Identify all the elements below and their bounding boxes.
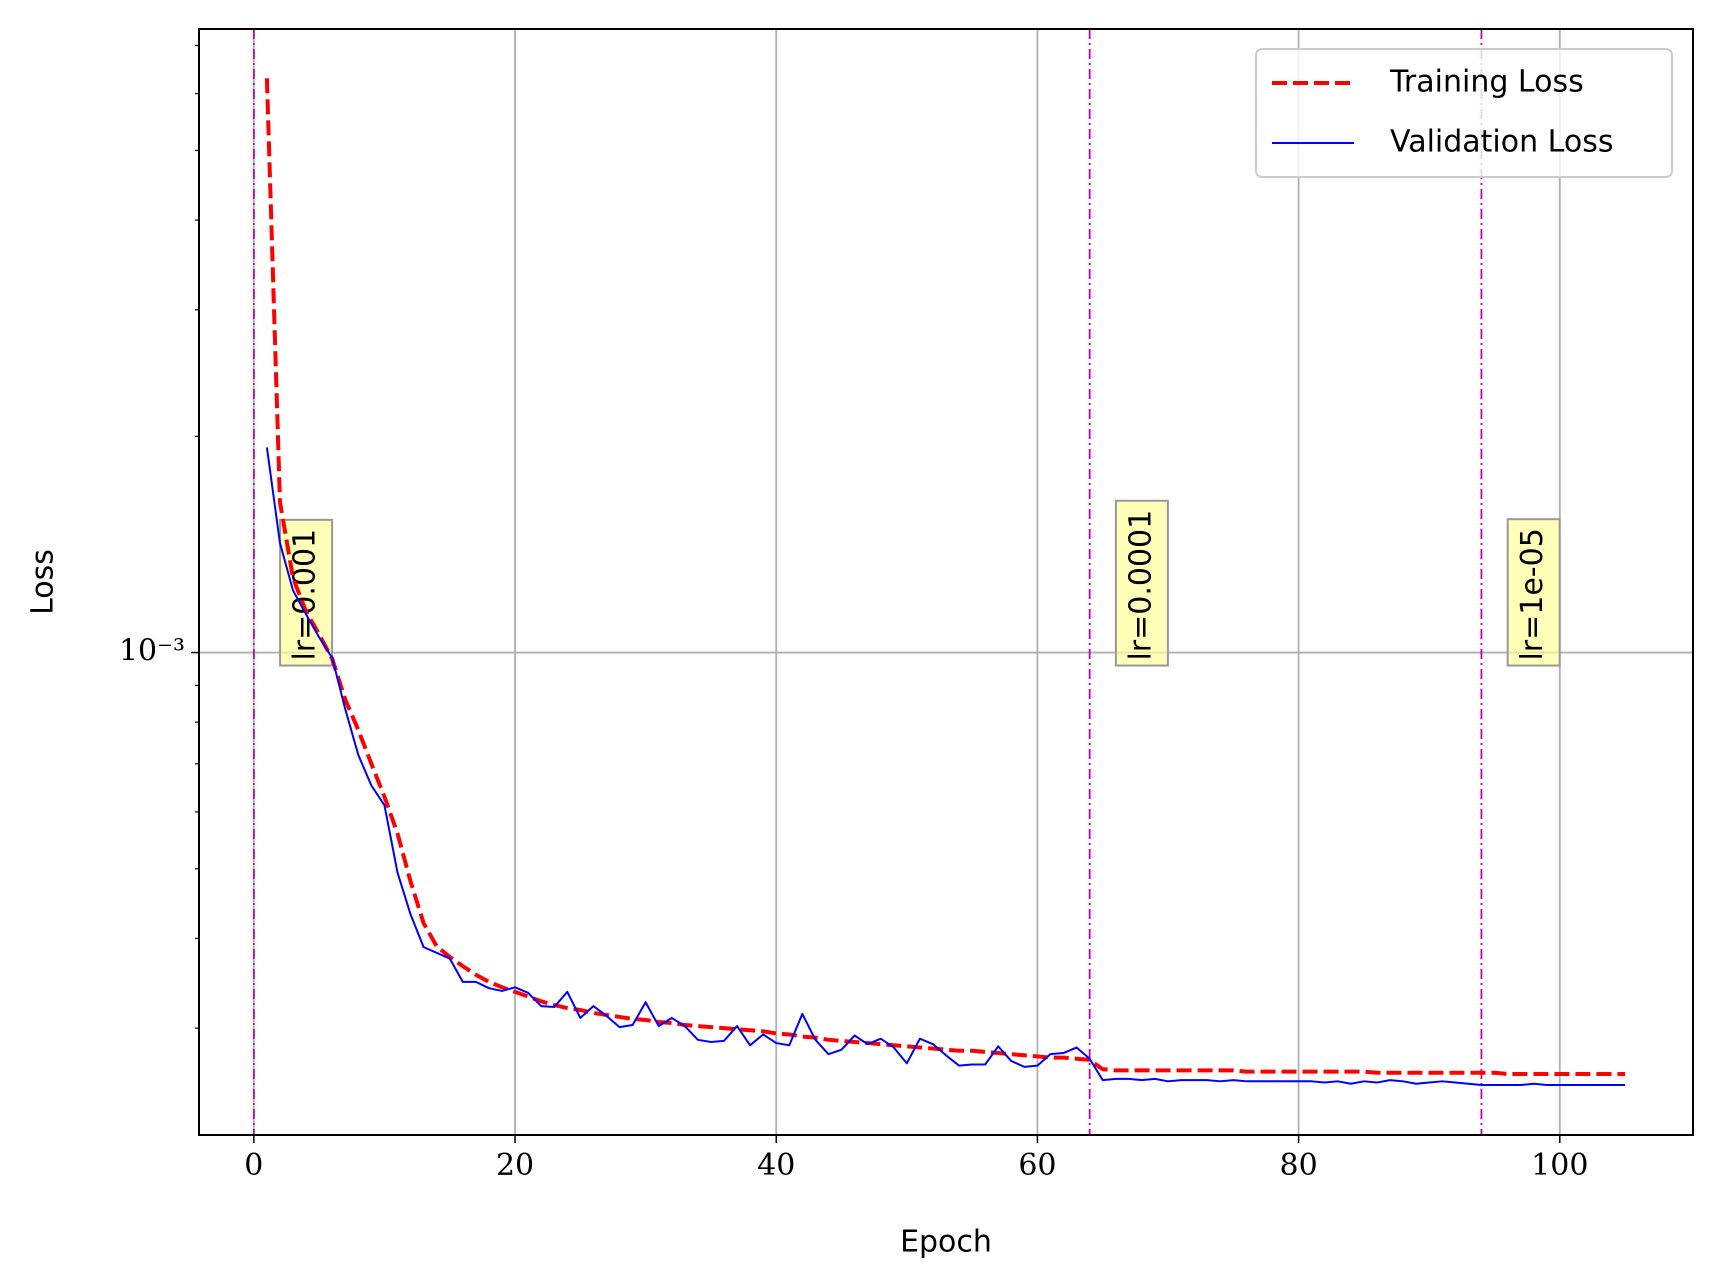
annotation-box xyxy=(279,518,334,667)
series-line xyxy=(264,78,1626,1076)
x-tick-label: 80 xyxy=(1280,1148,1318,1183)
annotation-label: lr=1e-05 xyxy=(1515,528,1550,660)
legend-label: Validation Loss xyxy=(1390,125,1613,160)
series-line xyxy=(265,447,1626,1087)
annotation: lr=0.001 xyxy=(279,518,334,667)
legend-label: Training Loss xyxy=(1389,65,1584,100)
x-tick-label: 100 xyxy=(1531,1148,1588,1183)
legend-box xyxy=(1255,48,1673,178)
annotation-box xyxy=(1506,518,1561,667)
x-tick-label: 40 xyxy=(757,1148,795,1183)
x-tick-label: 60 xyxy=(1018,1148,1056,1183)
annotation-label: lr=0.001 xyxy=(288,529,323,661)
plot-frame xyxy=(198,28,1694,1136)
annotation: lr=0.0001 xyxy=(1114,499,1169,667)
y-tick-label: 10⁻³ xyxy=(119,634,185,669)
annotation-box xyxy=(1114,499,1169,667)
x-tick-label: 0 xyxy=(244,1148,263,1183)
x-tick-label: 20 xyxy=(496,1148,534,1183)
y-axis-label: Loss xyxy=(26,549,61,615)
x-axis-label: Epoch xyxy=(900,1225,992,1260)
annotation-label: lr=0.0001 xyxy=(1123,510,1158,661)
annotation: lr=1e-05 xyxy=(1506,518,1561,667)
